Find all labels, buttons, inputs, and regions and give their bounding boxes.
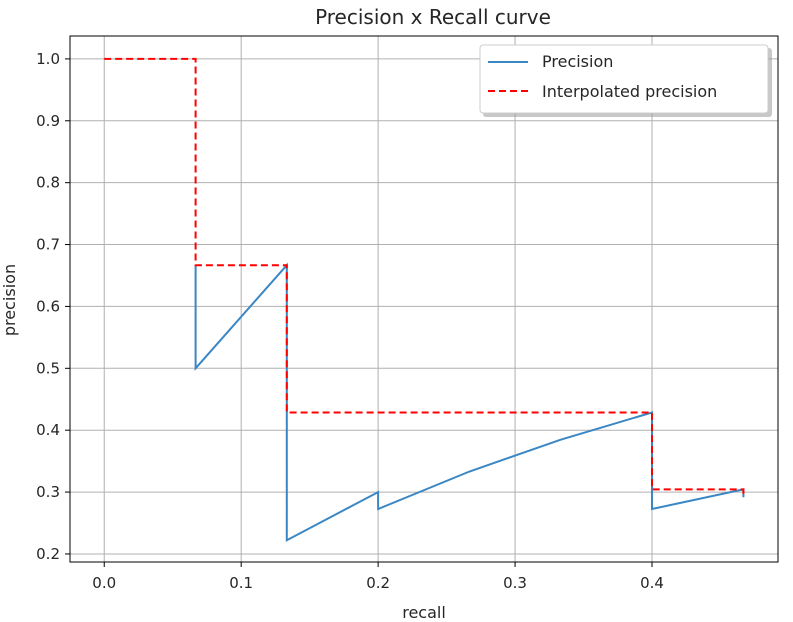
series-layer [104, 57, 745, 542]
y-tick-label: 0.9 [36, 112, 60, 130]
y-axis-label: precision [0, 264, 19, 336]
y-tick-label: 0.6 [36, 297, 60, 315]
grid-lines [70, 36, 778, 562]
y-tick-label: 0.8 [36, 174, 60, 192]
x-tick-label: 0.2 [366, 574, 390, 592]
y-tick-label: 0.3 [36, 483, 60, 501]
x-tick-label: 0.4 [640, 574, 664, 592]
chart-title: Precision x Recall curve [315, 5, 551, 29]
x-tick-label: 0.0 [92, 574, 116, 592]
y-tick-label: 0.2 [36, 545, 60, 563]
plot-area [70, 36, 778, 562]
series-line-interpolated-precision [104, 57, 745, 498]
y-tick-label: 1.0 [36, 50, 60, 68]
y-tick-label: 0.5 [36, 359, 60, 377]
legend: Precision Interpolated precision [479, 44, 772, 117]
series-line-precision [194, 262, 745, 542]
y-tick-label: 0.7 [36, 236, 60, 254]
legend-label-precision: Precision [542, 52, 613, 71]
x-axis-label: recall [402, 603, 446, 622]
legend-box [479, 44, 769, 114]
axis-ticks: 0.0 0.1 0.2 0.3 0.4 0.2 0.3 0.4 0.5 0.6 0.7 0.8 0.9 1… [36, 50, 664, 592]
x-tick-label: 0.1 [229, 574, 253, 592]
y-tick-label: 0.4 [36, 421, 60, 439]
legend-label-interpolated-precision: Interpolated precision [542, 82, 717, 101]
x-tick-label: 0.3 [503, 574, 527, 592]
plot-frame [69, 35, 779, 563]
